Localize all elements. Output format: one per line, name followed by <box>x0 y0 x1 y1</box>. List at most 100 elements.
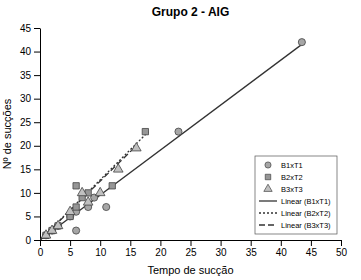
x-tick: 25 <box>185 240 197 258</box>
y-tick: 30 <box>20 93 40 104</box>
x-tick: 20 <box>155 240 167 258</box>
x-tick-mark <box>70 240 71 246</box>
y-tick: 15 <box>20 164 40 175</box>
x-tick: 0 <box>38 240 44 258</box>
x-tick-mark <box>281 240 282 246</box>
point <box>73 227 80 234</box>
x-tick-label: 0 <box>38 247 44 258</box>
y-tick-mark <box>34 99 40 100</box>
x-tick-mark <box>221 240 222 246</box>
chart: 0 5 10 15 20 25 30 35 40 45 50 0 5 10 15 20 25 30 35 40 45 B1… <box>0 0 361 280</box>
point <box>109 183 115 189</box>
x-tick: 35 <box>246 240 258 258</box>
plot: 0 5 10 15 20 25 30 35 40 45 50 0 5 10 15 20 25 30 35 40 45 B1… <box>20 23 348 258</box>
legend-symbol <box>265 174 270 179</box>
point <box>73 204 79 210</box>
x-tick-mark <box>100 240 101 246</box>
x-tick-label: 35 <box>246 247 258 258</box>
point <box>53 220 63 228</box>
legend-symbol <box>265 162 271 168</box>
y-tick-mark <box>34 28 40 29</box>
y-tick-label: 30 <box>20 93 32 104</box>
y-axis: 0 5 10 15 20 25 30 35 40 45 <box>20 23 41 246</box>
legend-label: Linear (B3xT3) <box>281 221 331 230</box>
point <box>65 206 75 214</box>
y-tick-mark <box>34 216 40 217</box>
y-tick: 5 <box>25 211 40 222</box>
trend-line <box>40 146 136 240</box>
y-tick: 0 <box>25 235 40 246</box>
point <box>95 187 105 195</box>
x-tick-label: 10 <box>95 247 107 258</box>
x-tick: 15 <box>125 240 137 258</box>
x-tick: 30 <box>216 240 228 258</box>
x-tick-label: 20 <box>155 247 167 258</box>
x-tick-mark <box>311 240 312 246</box>
x-tick: 50 <box>336 240 348 258</box>
title: Grupo 2 - AIG <box>152 5 230 19</box>
y-tick: 25 <box>20 117 40 128</box>
y-tick: 20 <box>20 140 40 151</box>
x-axis: 0 5 10 15 20 25 30 35 40 45 50 <box>38 240 348 258</box>
point <box>175 128 182 135</box>
legend-label: Linear (B2xT2) <box>281 209 331 218</box>
point <box>132 143 142 151</box>
point <box>113 164 123 172</box>
x-tick-mark <box>341 240 342 246</box>
x-tick-mark <box>160 240 161 246</box>
point <box>103 203 110 210</box>
x-tick: 40 <box>276 240 288 258</box>
y-tick-label: 15 <box>20 164 32 175</box>
y-tick-label: 5 <box>25 211 31 222</box>
x-tick-label: 25 <box>185 247 197 258</box>
y-tick-label: 20 <box>20 140 32 151</box>
x-tick-mark <box>251 240 252 246</box>
y-tick-mark <box>34 193 40 194</box>
y-tick: 35 <box>20 70 40 81</box>
x-tick-label: 40 <box>276 247 288 258</box>
x-tick-mark <box>191 240 192 246</box>
y-tick: 40 <box>20 46 40 57</box>
legend-symbol <box>259 224 277 225</box>
y-tick-label: 0 <box>25 235 31 246</box>
legend-label: Linear (B1xT1) <box>281 197 331 206</box>
legend-symbol <box>259 212 277 213</box>
y-tick-label: 45 <box>20 23 32 34</box>
legend-symbol <box>259 200 277 201</box>
x-tick-mark <box>130 240 131 246</box>
x-tick: 45 <box>306 240 318 258</box>
legend-label: B2xT2 <box>281 173 303 182</box>
y-tick: 10 <box>20 188 40 199</box>
point <box>83 197 93 205</box>
x-tick-label: 30 <box>216 247 228 258</box>
y-tick-mark <box>34 240 40 241</box>
x-tick-label: 45 <box>306 247 318 258</box>
legend: B1xT1B2xT2B3xT3Linear (B1xT1)Linear (B2x… <box>255 156 337 234</box>
legend-box <box>255 156 337 234</box>
y-tick-mark <box>34 169 40 170</box>
y-tick-mark <box>34 122 40 123</box>
y-tick-mark <box>34 52 40 53</box>
x-tick-label: 50 <box>336 247 348 258</box>
legend-label: B1xT1 <box>281 161 303 170</box>
x-tick: 10 <box>95 240 107 258</box>
trend-line <box>40 132 148 240</box>
point <box>77 187 87 195</box>
y-axis-line <box>40 29 41 241</box>
y-tick-label: 35 <box>20 70 32 81</box>
y-tick: 45 <box>20 23 40 34</box>
y-tick-label: 25 <box>20 117 32 128</box>
y-axis-title: Nº de sucções <box>1 98 13 169</box>
y-tick-mark <box>34 146 40 147</box>
point <box>73 183 79 189</box>
x-tick-label: 15 <box>125 247 137 258</box>
x-tick-label: 5 <box>68 247 74 258</box>
point <box>298 39 305 46</box>
y-tick-label: 10 <box>20 188 32 199</box>
y-tick-mark <box>34 75 40 76</box>
y-tick-label: 40 <box>20 46 32 57</box>
x-tick-mark <box>40 240 41 246</box>
x-axis-title: Tempo de sucção <box>147 264 233 276</box>
point <box>142 128 148 134</box>
legend-symbol <box>264 184 272 191</box>
